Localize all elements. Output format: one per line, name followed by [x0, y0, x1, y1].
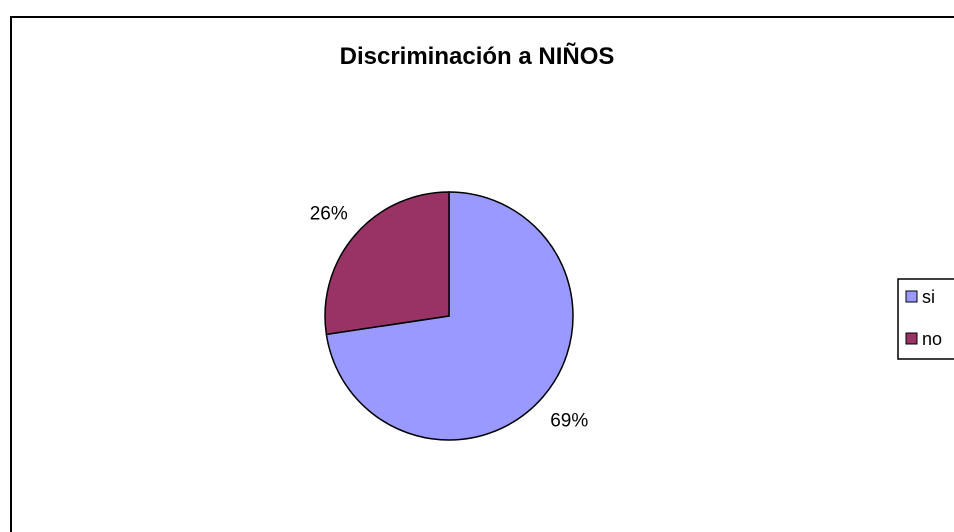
pie-slice-no [324, 191, 450, 336]
data-label-no: 26% [310, 203, 348, 224]
legend-label-no: no [922, 329, 942, 349]
pie-group [324, 191, 574, 441]
legend-swatch-si [905, 290, 918, 303]
data-label-si: 69% [550, 411, 588, 432]
data-label-group: 69% 26% [310, 203, 589, 431]
legend-label-si: si [922, 287, 935, 307]
chart-title: Discriminación a NIÑOS [340, 42, 615, 70]
legend-swatch-no [905, 332, 918, 345]
legend: si no [897, 278, 954, 360]
